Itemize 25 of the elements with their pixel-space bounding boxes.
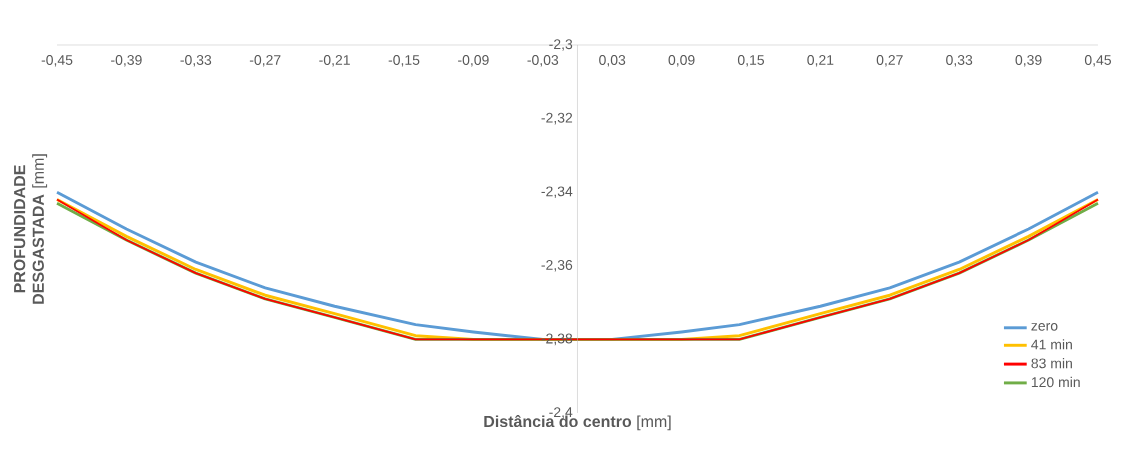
y-tick-label: -2,36: [541, 260, 573, 272]
y-tick-label: -2,32: [541, 112, 573, 125]
x-tick-label: -0,09: [458, 55, 489, 67]
x-tick-label: 0,21: [807, 55, 834, 67]
x-tick-label: -0,27: [249, 55, 281, 67]
x-tick-label: -0,45: [41, 55, 73, 67]
x-tick-label: -0,33: [180, 55, 212, 67]
x-tick-label: 0,39: [1015, 55, 1042, 67]
x-tick-label: -0,39: [111, 55, 142, 67]
legend-label: 120 min: [1031, 376, 1080, 388]
x-tick-label: -0,15: [388, 55, 420, 67]
y-tick-label: -2,3: [549, 39, 573, 51]
y-tick-label: -2,38: [541, 333, 573, 346]
x-tick-label: -0,21: [319, 55, 350, 67]
x-tick-label: 0,15: [737, 55, 765, 67]
legend-label: 83 min: [1031, 358, 1072, 369]
x-tick-label: 0,09: [668, 55, 695, 67]
x-tick-label: 0,45: [1084, 55, 1112, 67]
x-tick-label: 0,03: [599, 55, 626, 67]
legend-label: zero: [1031, 323, 1058, 331]
x-tick-label: -0,03: [527, 55, 559, 67]
x-tick-label: 0,27: [876, 55, 903, 67]
y-tick-label: -2,34: [541, 186, 573, 198]
legend-label: 41 min: [1031, 339, 1072, 350]
x-tick-label: 0,33: [946, 55, 973, 67]
